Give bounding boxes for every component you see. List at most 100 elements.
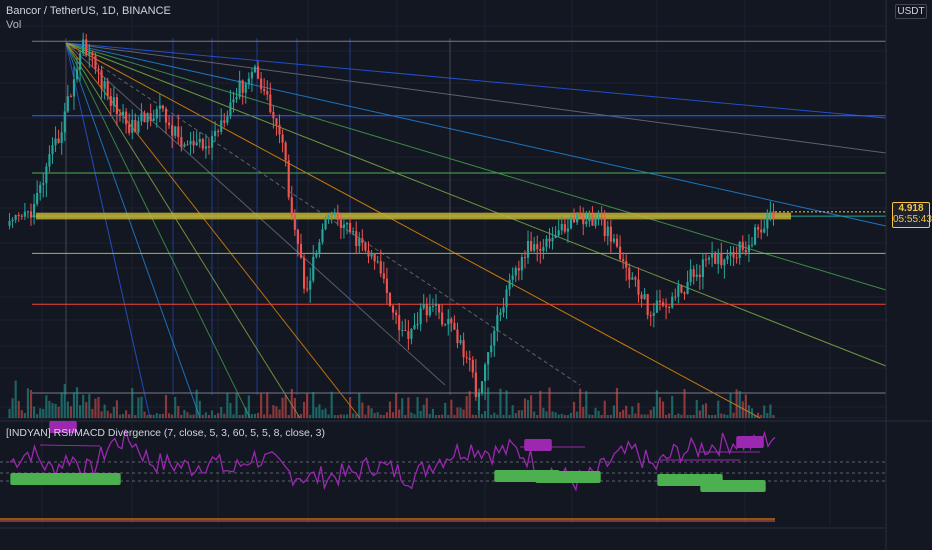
volume-bar: [171, 414, 174, 418]
candle-body: [256, 66, 260, 79]
volume-bar: [263, 414, 266, 418]
candle-body: [201, 139, 204, 149]
volume-bar: [161, 413, 165, 418]
currency-badge[interactable]: USDT: [895, 4, 927, 19]
candle-body: [425, 303, 428, 316]
volume-bar: [121, 413, 125, 418]
candle-body: [480, 381, 484, 394]
resistance-zone[interactable]: [36, 212, 791, 220]
volume-bar: [441, 414, 444, 418]
candle-body: [643, 294, 646, 299]
volume-bar: [72, 392, 76, 418]
candle-body: [125, 111, 128, 125]
price-axis[interactable]: [775, 0, 887, 550]
candle-body: [355, 231, 358, 247]
candle-body: [622, 259, 625, 262]
candle-body: [689, 269, 692, 282]
candle-body: [204, 146, 207, 149]
candle-body: [563, 224, 566, 232]
volume-bar: [29, 389, 33, 418]
volume-bar: [628, 414, 631, 418]
volume-bar: [631, 406, 634, 418]
candle-body: [48, 154, 51, 167]
candle-body: [290, 197, 293, 216]
current-price-badge: 4.918 05:55:43: [892, 202, 932, 228]
volume-bar: [735, 389, 738, 418]
chart-title[interactable]: Bancor / TetherUS, 1D, BINANCE: [6, 5, 171, 17]
volume-bar: [373, 413, 376, 418]
candle-body: [416, 323, 419, 326]
candle-body: [487, 352, 490, 365]
resistance-zone-rect: [36, 212, 791, 220]
indicator-title[interactable]: [INDYAN] RSI/MACD Divergence (7, close, …: [6, 427, 326, 439]
candle-body: [342, 224, 346, 228]
candle-body: [128, 124, 131, 133]
candle-body: [533, 244, 536, 251]
volume-bar: [456, 407, 459, 418]
candle-body: [591, 215, 594, 226]
candle-body: [85, 39, 88, 55]
volume-bar: [312, 392, 315, 418]
candle-body: [333, 212, 336, 215]
candle-body: [572, 217, 576, 223]
candlestick-series: [8, 32, 775, 411]
candle-body: [382, 273, 385, 279]
candle-body: [493, 330, 496, 346]
candle-body: [704, 259, 708, 261]
candle-body: [60, 132, 63, 143]
volume-bar: [118, 414, 122, 418]
divergence-label-bg: [535, 471, 601, 483]
volume-bar: [57, 406, 60, 418]
volume-bar: [195, 389, 198, 418]
candle-body: [91, 52, 94, 56]
volume-bar: [112, 406, 115, 418]
volume-bar: [306, 393, 309, 418]
candle-body: [649, 315, 652, 317]
volume-bar: [419, 410, 422, 418]
volume-bar: [683, 388, 686, 418]
candle-body: [542, 247, 545, 251]
volume-bar: [560, 413, 563, 418]
candle-body: [502, 307, 505, 313]
volume-bar: [51, 402, 54, 418]
volume-bar: [701, 404, 704, 418]
candle-body: [345, 222, 349, 225]
volume-bar: [680, 414, 683, 418]
candle-body: [536, 244, 539, 250]
candle-body: [186, 144, 189, 146]
volume-bar: [336, 414, 339, 418]
candle-body: [29, 211, 33, 218]
volume-bar: [287, 414, 290, 418]
candle-body: [229, 102, 232, 117]
volume-bar: [615, 387, 619, 418]
volume-bar: [115, 400, 118, 418]
candle-body: [260, 78, 263, 90]
candle-body: [177, 126, 180, 138]
volume-bar: [704, 403, 708, 418]
volume-bar: [655, 390, 658, 418]
candle-body: [57, 138, 60, 143]
volume-bar: [649, 409, 652, 418]
volume-bar: [158, 414, 161, 418]
volume-bar: [726, 414, 729, 418]
candle-body: [266, 91, 269, 95]
volume-bar: [250, 414, 253, 418]
volume-bar: [437, 414, 441, 418]
candle-body: [557, 230, 560, 236]
candle-body: [401, 330, 404, 332]
volume-bar: [210, 410, 214, 418]
volume-bar: [125, 410, 128, 418]
volume-bar: [361, 402, 364, 418]
candle-body: [284, 142, 287, 161]
candle-body: [422, 303, 425, 309]
volume-bar: [413, 414, 416, 418]
candle-body: [198, 139, 201, 143]
candle-body: [8, 221, 11, 226]
candle-body: [618, 246, 622, 260]
candle-body: [100, 70, 103, 89]
volume-bar: [226, 393, 229, 418]
candle-body: [410, 328, 413, 339]
volume-bar: [63, 384, 66, 418]
candle-body: [14, 215, 17, 220]
